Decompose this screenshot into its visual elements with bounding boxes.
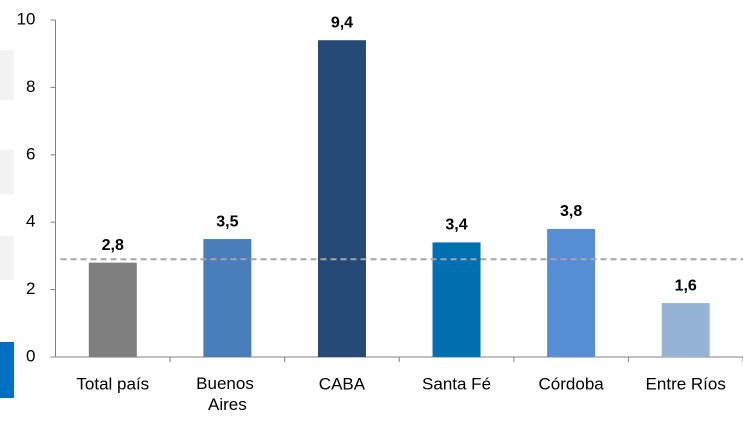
y-tick-label: 10 (17, 9, 36, 28)
bar (203, 239, 252, 357)
side-panel (0, 342, 14, 398)
y-tick-label: 0 (26, 346, 35, 365)
value-label: 3,8 (560, 203, 582, 220)
y-tick-label: 4 (26, 212, 35, 231)
y-tick-label: 8 (26, 77, 35, 96)
value-label: 2,8 (102, 237, 124, 254)
x-tick-label: CABA (319, 374, 366, 393)
y-tick-label: 2 (26, 279, 35, 298)
y-tick-label: 6 (26, 144, 35, 163)
bar (317, 40, 366, 357)
bar (88, 262, 137, 357)
x-tick-label: Santa Fé (422, 374, 491, 393)
x-tick-label: Entre Ríos (646, 374, 726, 393)
bar (432, 242, 481, 357)
x-tick-label: Total país (76, 374, 149, 393)
side-panel (0, 236, 14, 280)
bar (661, 303, 710, 357)
side-panel (0, 150, 14, 194)
bar (547, 228, 596, 357)
value-label: 3,5 (216, 213, 238, 230)
value-label: 9,4 (331, 14, 353, 31)
x-tick-label: Córdoba (539, 374, 605, 393)
side-panel (0, 50, 14, 100)
value-label: 3,4 (445, 217, 467, 234)
value-label: 1,6 (675, 277, 697, 294)
x-tick-label: Buenos Aires (196, 374, 258, 414)
